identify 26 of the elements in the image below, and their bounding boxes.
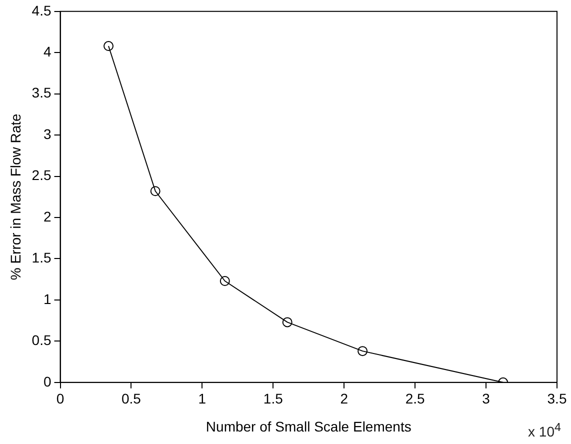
y-tick-label: 2.5	[32, 167, 52, 184]
x-tick-label: 1.5	[263, 390, 284, 407]
x-tick-label: 0	[56, 390, 64, 407]
x-tick-label: 0.5	[121, 390, 142, 407]
x-tick-label: 3	[482, 390, 490, 407]
point	[104, 41, 114, 52]
x-tick-label: 2	[340, 390, 348, 407]
y-tick-label: 4.5	[32, 2, 52, 18]
y-axis-title: % Error in Mass Flow Rate	[7, 113, 24, 280]
x-tick-label: 1	[198, 390, 206, 407]
y-tick-label: 1	[43, 290, 52, 307]
y-tick-label: 0.5	[32, 332, 52, 348]
x-tick-label: 3.5	[547, 390, 567, 407]
point	[220, 276, 230, 286]
point	[358, 346, 368, 356]
y-tick-label: 3.5	[32, 84, 52, 101]
y-tick-label: 2	[43, 208, 52, 224]
x-axis-title: Number of Small Scale Elements	[206, 418, 412, 434]
point	[150, 186, 160, 196]
y-tick-label: 4	[43, 43, 52, 60]
y-tick-label: 0	[43, 373, 52, 390]
y-tick-label: 1.5	[32, 250, 52, 266]
text: x 10$^{4}$	[528, 421, 561, 440]
y-tick-label: 3	[43, 126, 52, 142]
point	[282, 317, 292, 328]
x-tick-label: 2.5	[405, 390, 426, 407]
